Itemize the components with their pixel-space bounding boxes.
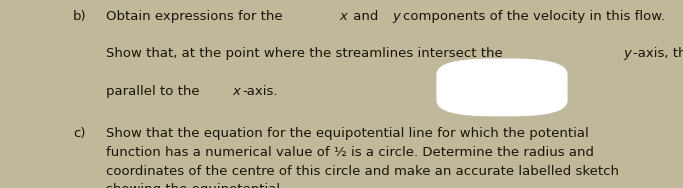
Text: showing the equipotential.: showing the equipotential.: [106, 183, 284, 188]
Text: x: x: [339, 10, 347, 23]
Text: b): b): [73, 10, 87, 23]
Text: function has a numerical value of ½ is a circle. Determine the radius and: function has a numerical value of ½ is a…: [106, 146, 594, 159]
Text: Show that the equation for the equipotential line for which the potential: Show that the equation for the equipoten…: [106, 127, 589, 140]
Text: Obtain expressions for the: Obtain expressions for the: [106, 10, 287, 23]
Text: y: y: [624, 47, 631, 60]
Text: y: y: [393, 10, 401, 23]
Text: parallel to the: parallel to the: [106, 85, 204, 98]
Text: x: x: [232, 85, 240, 98]
FancyBboxPatch shape: [437, 59, 567, 116]
Text: components of the velocity in this flow.: components of the velocity in this flow.: [403, 10, 665, 23]
Text: Show that, at the point where the streamlines intersect the: Show that, at the point where the stream…: [106, 47, 507, 60]
Text: coordinates of the centre of this circle and make an accurate labelled sketch: coordinates of the centre of this circle…: [106, 165, 619, 178]
Text: -axis, thev are: -axis, thev are: [633, 47, 683, 60]
Text: -axis.: -axis.: [242, 85, 278, 98]
Text: and: and: [350, 10, 383, 23]
Text: c): c): [73, 127, 85, 140]
